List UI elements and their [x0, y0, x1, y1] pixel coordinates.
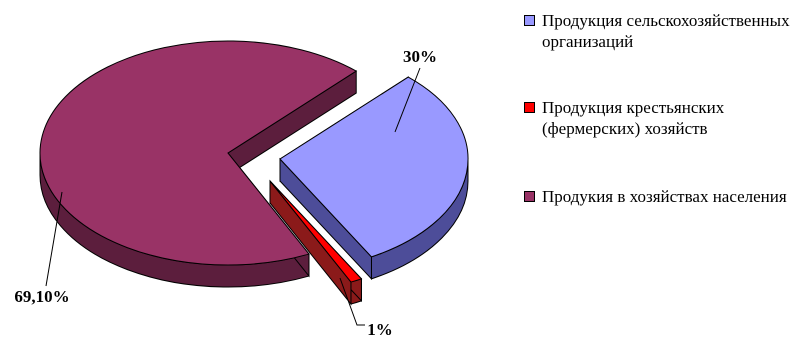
legend-swatch-population-households	[524, 191, 535, 202]
pie-top-agri-organizations	[279, 76, 469, 258]
pie-slice-agri-organizations	[279, 76, 469, 281]
pie-top-farm-households	[269, 180, 363, 283]
data-label-agri-organizations: 30%	[403, 47, 437, 66]
legend: Продукция сельскохозяйственных организац…	[524, 10, 804, 207]
leader-line-farm-households	[339, 277, 365, 326]
legend-item-farm-households: Продукция крестьянских (фермерских) хозя…	[524, 97, 804, 139]
legend-item-agri-organizations: Продукция сельскохозяйственных организац…	[524, 10, 804, 52]
legend-label-agri-organizations: Продукция сельскохозяйственных организац…	[542, 11, 790, 51]
legend-label-population-households: Продукия в хозяйствах населения	[542, 187, 787, 206]
data-label-farm-households: 1%	[367, 320, 393, 339]
leader-line-agri-organizations	[394, 67, 421, 133]
legend-label-farm-households: Продукция крестьянских (фермерских) хозя…	[542, 98, 725, 138]
legend-swatch-agri-organizations	[524, 15, 535, 26]
legend-swatch-farm-households	[524, 102, 535, 113]
pie-slice-population-households	[39, 40, 358, 288]
legend-item-population-households: Продукия в хозяйствах населения	[524, 186, 804, 207]
pie-slice-farm-households	[269, 179, 363, 306]
leader-line-population-households	[45, 191, 63, 287]
data-label-population-households: 69,10%	[14, 287, 69, 306]
pie-top-population-households	[39, 40, 358, 266]
